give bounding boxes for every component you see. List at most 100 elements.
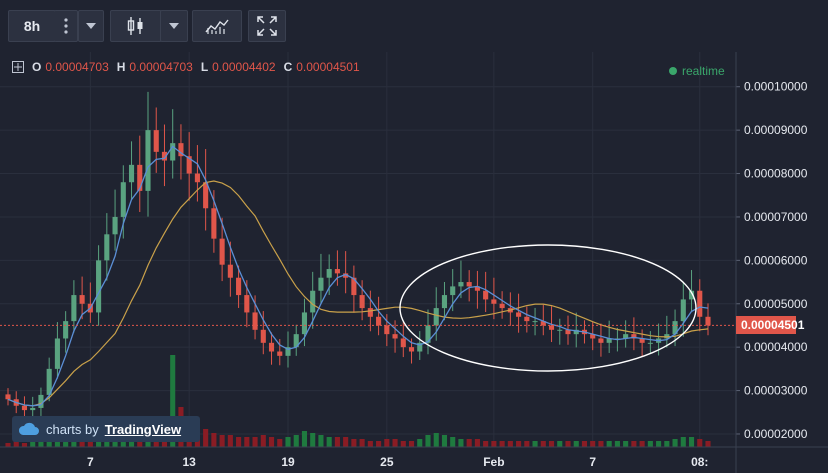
tradingview-watermark[interactable]: charts by TradingView xyxy=(12,416,200,442)
last-price-tag xyxy=(736,316,796,334)
candle-body xyxy=(672,321,678,335)
time-tick-label: 7 xyxy=(87,455,94,469)
time-tick-label: Feb xyxy=(483,455,504,469)
candle-body xyxy=(120,182,126,217)
ohlc-legend: O 0.00004703 H 0.00004703 L 0.00004402 C… xyxy=(12,60,360,74)
price-tick-label: 0.00009000 xyxy=(744,123,808,137)
low-value: 0.00004402 xyxy=(212,60,276,74)
price-tick-label: 0.00010000 xyxy=(744,80,808,94)
price-tick-label: 0.00004000 xyxy=(744,340,808,354)
candle-body xyxy=(548,325,555,330)
chart-type-button[interactable] xyxy=(110,10,162,42)
high-key: H xyxy=(116,60,126,74)
volume-bar xyxy=(458,439,464,447)
volume-bar xyxy=(236,437,242,447)
volume-bar xyxy=(244,437,250,447)
interval-dropdown[interactable] xyxy=(78,10,104,42)
chart-type-dropdown[interactable] xyxy=(160,10,188,42)
volume-bar xyxy=(343,437,349,447)
volume-bar xyxy=(540,441,546,447)
candle-body xyxy=(466,282,472,287)
volume-bar xyxy=(581,441,588,447)
volume-bar xyxy=(705,441,711,447)
candle-body xyxy=(277,351,283,356)
volume-bar xyxy=(441,435,448,447)
candle-body xyxy=(433,308,439,326)
price-tick-label: 0.00007000 xyxy=(744,210,808,224)
candle-body xyxy=(203,182,209,209)
time-axis[interactable]: 7 13 19 25 Feb 7 08: xyxy=(0,446,828,469)
indicators-icon xyxy=(205,19,229,34)
volume-bar xyxy=(524,441,530,447)
candle-body xyxy=(268,342,275,352)
fullscreen-button[interactable] xyxy=(248,10,286,42)
chevron-down-icon xyxy=(86,23,96,29)
indicators-button[interactable] xyxy=(192,10,242,42)
candle-body xyxy=(359,295,365,309)
low-key: L xyxy=(200,60,209,74)
price-axis[interactable]: 0.00010000 0.00009000 0.00008000 0.00007000… xyxy=(735,52,808,473)
volume-bar xyxy=(5,443,11,447)
candle-body xyxy=(211,208,217,239)
volume-bar xyxy=(318,435,324,447)
volume-bar xyxy=(598,441,604,447)
crosshair-icon[interactable] xyxy=(12,61,24,73)
time-tick-label: 19 xyxy=(281,455,295,469)
candle-body xyxy=(351,277,357,296)
candle-body xyxy=(697,290,703,317)
volume-bar xyxy=(688,437,695,447)
candle-body xyxy=(5,394,11,400)
close-value: 0.00004501 xyxy=(296,60,360,74)
fullscreen-icon xyxy=(257,16,277,36)
candle-body xyxy=(623,334,629,339)
volume-bar xyxy=(474,439,480,447)
volume-bar xyxy=(516,441,522,447)
candle-body xyxy=(178,143,184,157)
volume-bar xyxy=(664,441,670,447)
candle-body xyxy=(499,303,505,309)
candle-body xyxy=(516,312,522,317)
candle-body xyxy=(128,164,135,183)
watermark-brand[interactable]: TradingView xyxy=(104,421,182,437)
candle-body xyxy=(343,273,349,278)
vertical-dots-icon[interactable] xyxy=(54,10,78,42)
time-tick-label: 25 xyxy=(380,455,394,469)
volume-bar xyxy=(408,441,415,447)
candle-body xyxy=(54,338,60,369)
volume-bar xyxy=(219,435,225,447)
realtime-dot xyxy=(669,67,677,75)
volume-bar xyxy=(268,437,275,447)
volume-bar xyxy=(326,437,332,447)
candle-body xyxy=(161,151,168,161)
time-tick-label: 13 xyxy=(182,455,196,469)
candle-body xyxy=(21,405,28,411)
volume-bar xyxy=(507,441,513,447)
volume-bar xyxy=(483,441,489,447)
interval-button[interactable]: 8h xyxy=(8,10,56,42)
volume-bar xyxy=(639,441,645,447)
volume-bar xyxy=(79,437,85,447)
candle-body xyxy=(400,338,406,348)
watermark-prefix: charts by xyxy=(46,421,99,437)
toolbar: 8h xyxy=(0,0,828,52)
candle-body xyxy=(425,325,431,343)
volume-bar xyxy=(334,437,340,447)
volume-bar xyxy=(301,431,308,447)
volume-bar xyxy=(557,441,563,447)
candle-body xyxy=(285,347,291,356)
candle-body xyxy=(557,329,563,331)
volume-bar xyxy=(672,439,678,447)
volume-bar xyxy=(631,441,637,447)
price-tick-label: 0.00006000 xyxy=(744,253,808,267)
candle-body xyxy=(705,316,711,326)
annotation-ellipse xyxy=(399,244,697,372)
volume-bar xyxy=(425,435,431,447)
volume-bar xyxy=(532,441,538,447)
candle-body xyxy=(647,342,653,344)
volume-bar xyxy=(96,437,102,447)
volume-bar xyxy=(227,435,233,447)
volume-bar xyxy=(293,435,299,447)
price-tick-label: 0.00003000 xyxy=(744,384,808,398)
candle-body xyxy=(688,290,695,300)
